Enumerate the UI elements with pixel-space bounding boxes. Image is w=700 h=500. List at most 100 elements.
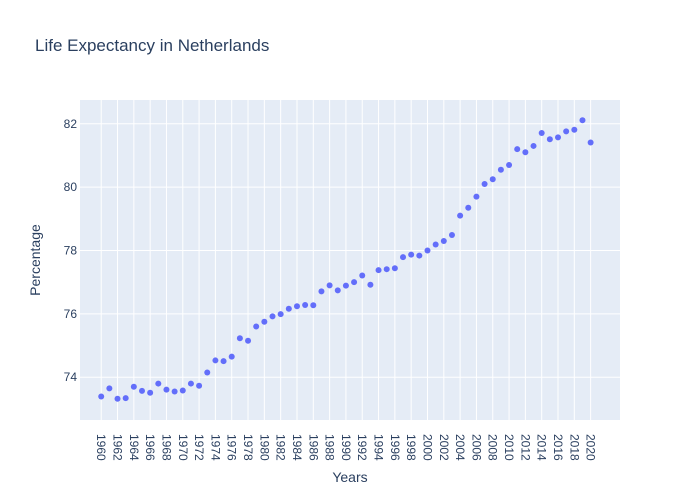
x-tick-label: 1974	[208, 434, 222, 461]
data-point[interactable]	[579, 117, 586, 124]
data-point[interactable]	[481, 180, 488, 187]
y-tick-label: 80	[64, 180, 78, 194]
x-tick-label: 2020	[584, 434, 598, 461]
data-point[interactable]	[253, 323, 260, 330]
data-points	[98, 117, 594, 402]
y-tick-label: 76	[64, 307, 78, 321]
x-tick-label: 1994	[372, 434, 386, 461]
data-point[interactable]	[351, 279, 358, 286]
data-point[interactable]	[269, 313, 276, 320]
data-point[interactable]	[587, 139, 594, 146]
x-tick-label: 1998	[404, 434, 418, 461]
data-point[interactable]	[212, 357, 219, 364]
x-tick-label: 1962	[111, 434, 125, 461]
data-point[interactable]	[514, 146, 521, 153]
data-point[interactable]	[245, 337, 252, 344]
plot-area	[80, 100, 620, 420]
y-tick-label: 78	[64, 243, 78, 257]
data-point[interactable]	[130, 383, 137, 390]
y-tick-label: 82	[64, 117, 78, 131]
x-tick-label: 1980	[257, 434, 271, 461]
data-point[interactable]	[465, 204, 472, 211]
x-tick-label: 2012	[518, 434, 532, 461]
x-tick-label: 2002	[437, 434, 451, 461]
data-point[interactable]	[473, 193, 480, 200]
x-tick-label: 2010	[502, 434, 516, 461]
data-point[interactable]	[236, 335, 243, 342]
x-tick-label: 2006	[469, 434, 483, 461]
data-point[interactable]	[277, 311, 284, 318]
data-point[interactable]	[187, 380, 194, 387]
data-point[interactable]	[155, 380, 162, 387]
data-point[interactable]	[367, 281, 374, 288]
chart-title: Life Expectancy in Netherlands	[35, 36, 269, 55]
data-point[interactable]	[302, 301, 309, 308]
data-point[interactable]	[106, 385, 113, 392]
data-point[interactable]	[424, 247, 431, 254]
x-tick-label: 1990	[339, 434, 353, 461]
data-point[interactable]	[122, 395, 129, 402]
x-tick-label: 1976	[225, 434, 239, 461]
x-tick-label: 2014	[535, 434, 549, 461]
x-tick-label: 1966	[143, 434, 157, 461]
data-point[interactable]	[318, 288, 325, 295]
data-point[interactable]	[375, 267, 382, 274]
x-axis-title: Years	[332, 469, 367, 485]
data-point[interactable]	[171, 388, 178, 395]
data-point[interactable]	[163, 386, 170, 393]
data-point[interactable]	[408, 251, 415, 258]
data-point[interactable]	[432, 241, 439, 248]
data-point[interactable]	[359, 272, 366, 279]
data-point[interactable]	[563, 128, 570, 135]
data-point[interactable]	[538, 129, 545, 136]
data-point[interactable]	[457, 212, 464, 219]
data-point[interactable]	[400, 254, 407, 261]
data-point[interactable]	[196, 382, 203, 389]
data-point[interactable]	[342, 282, 349, 289]
x-tick-label: 2004	[453, 434, 467, 461]
data-point[interactable]	[506, 161, 513, 168]
y-tick-label: 74	[64, 370, 78, 384]
x-tick-label: 1984	[290, 434, 304, 461]
x-tick-label: 1968	[159, 434, 173, 461]
data-point[interactable]	[138, 387, 145, 394]
data-point[interactable]	[114, 395, 121, 402]
data-point[interactable]	[416, 252, 423, 259]
x-tick-label: 1986	[306, 434, 320, 461]
data-point[interactable]	[293, 303, 300, 310]
data-point[interactable]	[220, 358, 227, 365]
y-axis-title: Percentage	[27, 224, 43, 296]
data-point[interactable]	[228, 353, 235, 360]
data-point[interactable]	[489, 176, 496, 183]
x-tick-label: 2018	[567, 434, 581, 461]
data-point[interactable]	[285, 305, 292, 312]
data-point[interactable]	[555, 134, 562, 141]
x-tick-label: 1972	[192, 434, 206, 461]
x-tick-label: 1964	[127, 434, 141, 461]
data-point[interactable]	[334, 287, 341, 294]
x-tick-label: 1988	[323, 434, 337, 461]
data-point[interactable]	[383, 266, 390, 273]
data-point[interactable]	[522, 149, 529, 156]
data-point[interactable]	[440, 237, 447, 244]
data-point[interactable]	[497, 166, 504, 173]
data-point[interactable]	[98, 393, 105, 400]
data-point[interactable]	[391, 265, 398, 272]
data-point[interactable]	[147, 389, 154, 396]
data-point[interactable]	[179, 387, 186, 394]
x-tick-label: 1996	[388, 434, 402, 461]
data-point[interactable]	[261, 318, 268, 325]
data-point[interactable]	[448, 231, 455, 238]
x-tick-label: 1960	[94, 434, 108, 461]
data-point[interactable]	[530, 142, 537, 149]
x-axis-ticks: 1960 1962 1964 1966 1968 1970 1972 1974 1976 1978…	[94, 434, 597, 461]
data-point[interactable]	[204, 369, 211, 376]
data-point[interactable]	[571, 126, 578, 133]
data-point[interactable]	[326, 282, 333, 289]
x-tick-label: 1978	[241, 434, 255, 461]
data-point[interactable]	[546, 136, 553, 143]
data-point[interactable]	[310, 302, 317, 309]
y-axis-ticks: 74 76 78 80 82	[64, 117, 78, 384]
